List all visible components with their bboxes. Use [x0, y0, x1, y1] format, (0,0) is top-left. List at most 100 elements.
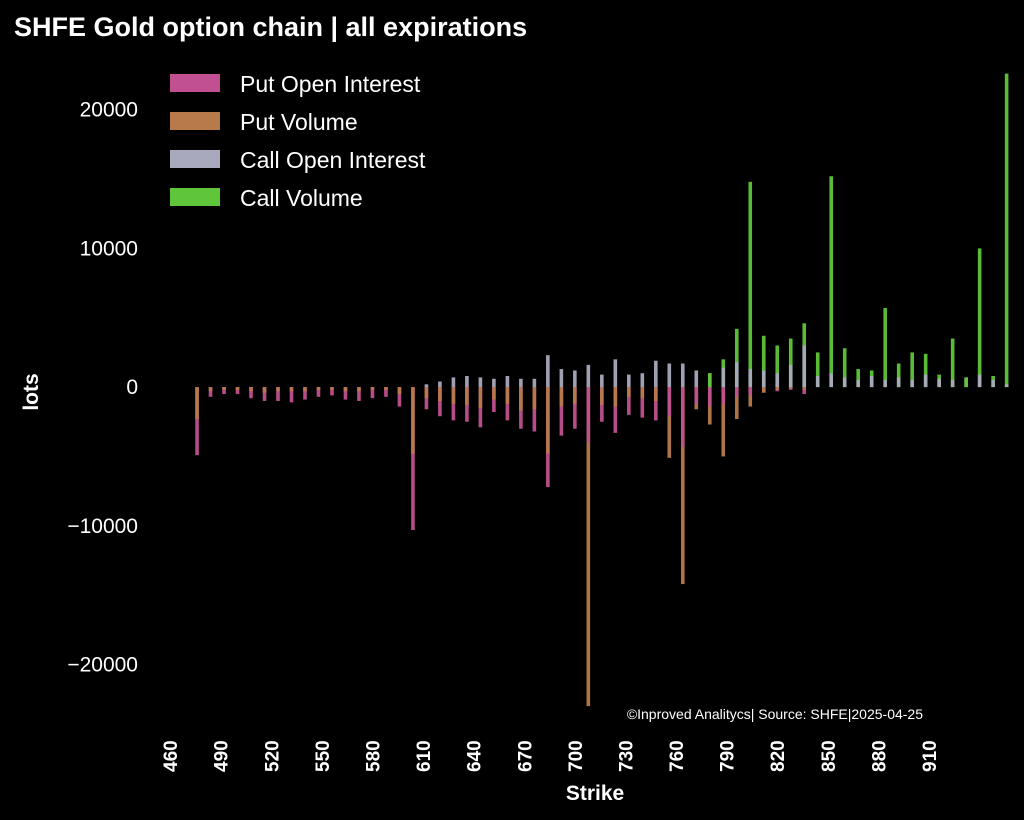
bar-put-oi-508	[249, 387, 253, 399]
bar-call-oi-804	[748, 369, 753, 388]
bar-put-volume-484	[208, 387, 213, 392]
bar-put-volume-524	[276, 387, 280, 392]
bar-call-volume-892	[896, 363, 901, 388]
y-tick-label: 10000	[80, 237, 138, 260]
bar-put-volume-612	[424, 387, 429, 399]
legend-label-call-volume: Call Volume	[240, 185, 363, 211]
bar-put-oi-580	[370, 387, 375, 399]
bar-put-volume-604	[411, 387, 415, 454]
bar-put-volume-540	[303, 387, 307, 392]
bar-call-oi-660	[505, 376, 510, 388]
bar-call-oi-700	[573, 370, 577, 388]
bar-put-oi-700	[573, 387, 577, 429]
bar-put-volume-636	[465, 387, 469, 406]
bar-put-volume-652	[492, 387, 496, 400]
bar-put-oi-788	[721, 387, 726, 404]
bar-put-volume-700	[573, 387, 577, 404]
bar-call-volume-820	[775, 345, 780, 388]
bar-call-volume-956	[1004, 73, 1009, 388]
bar-put-oi-500	[235, 387, 240, 395]
x-tick-label: 820	[768, 740, 789, 772]
bar-put-oi-604	[411, 387, 415, 530]
bar-call-volume-908	[923, 353, 928, 388]
bar-call-oi-652	[492, 378, 496, 388]
legend-swatch-put-volume	[170, 112, 220, 130]
bar-put-volume-684	[546, 387, 550, 454]
bar-put-volume-804	[748, 387, 753, 407]
bar-call-oi-756	[667, 363, 672, 388]
bar-put-oi-484	[208, 387, 213, 397]
bar-call-oi-868	[856, 380, 860, 388]
legend-label-put-volume: Put Volume	[240, 109, 358, 135]
legend-label-put-oi: Put Open Interest	[240, 71, 421, 97]
bar-put-oi-492	[222, 387, 226, 395]
x-tick-label: 550	[313, 740, 334, 772]
bar-call-oi-812	[761, 370, 766, 388]
bar-put-oi-708	[586, 387, 591, 443]
bar-call-volume-868	[856, 369, 860, 388]
x-tick-label: 700	[566, 740, 587, 772]
bar-put-oi-724	[613, 387, 618, 433]
bar-put-volume-692	[559, 387, 564, 407]
bar-put-oi-748	[654, 387, 658, 421]
bar-call-oi-916	[937, 378, 941, 388]
bar-put-volume-708	[586, 387, 591, 707]
bar-call-oi-692	[559, 369, 564, 388]
bar-call-oi-820	[775, 373, 780, 388]
bar-call-oi-892	[896, 377, 901, 388]
x-tick-label: 460	[161, 740, 182, 772]
bar-call-oi-772	[694, 370, 699, 388]
bar-call-volume-780	[707, 373, 712, 388]
y-axis-label: lots	[20, 373, 43, 410]
bar-call-oi-668	[519, 378, 523, 388]
bar-put-oi-516	[262, 387, 267, 401]
bar-call-oi-724	[613, 359, 618, 388]
bar-put-volume-764	[680, 387, 685, 585]
bar-put-oi-540	[303, 387, 307, 400]
x-tick-label: 490	[212, 740, 233, 772]
bar-put-oi-780	[707, 387, 712, 407]
x-axis-label: Strike	[566, 782, 624, 805]
bar-put-volume-716	[600, 387, 604, 406]
legend-swatch-put-oi	[170, 74, 220, 92]
bar-call-oi-612	[424, 384, 429, 388]
bar-put-volume-556	[330, 387, 334, 390]
bar-put-volume-564	[343, 387, 348, 392]
bar-call-oi-636	[465, 376, 469, 388]
bar-call-volume-924	[950, 338, 955, 388]
source-annotation: ©Inproved Analitycs| Source: SHFE|2025-0…	[627, 706, 923, 722]
bar-put-oi-532	[289, 387, 294, 403]
x-tick-label: 730	[616, 740, 637, 772]
bar-put-volume-740	[640, 387, 645, 399]
bar-call-oi-860	[842, 377, 847, 388]
bar-put-oi-564	[343, 387, 348, 400]
y-tick-label: 20000	[80, 99, 138, 122]
legend-label-call-oi: Call Open Interest	[240, 147, 426, 173]
bar-put-oi-732	[627, 387, 631, 415]
bar-put-oi-796	[734, 387, 739, 397]
bar-put-volume-500	[235, 387, 240, 390]
bar-put-oi-620	[438, 387, 442, 417]
bar-call-oi-940	[977, 374, 982, 388]
bar-call-volume-828	[788, 338, 793, 388]
bar-call-volume-844	[815, 352, 820, 388]
x-tick-label: 640	[465, 740, 486, 772]
x-tick-label: 520	[262, 740, 283, 772]
bar-call-volume-940	[977, 248, 982, 388]
bar-put-oi-804	[748, 387, 753, 396]
bar-put-volume-588	[384, 387, 388, 390]
bar-call-oi-796	[734, 362, 739, 388]
bar-call-volume-860	[842, 348, 847, 388]
bar-put-volume-476	[195, 387, 199, 419]
bar-put-volume-820	[775, 387, 780, 390]
bar-put-volume-628	[451, 387, 456, 404]
bar-put-oi-692	[559, 387, 564, 436]
bar-put-volume-516	[262, 387, 267, 393]
bar-put-volume-660	[505, 387, 510, 404]
x-tick-label: 790	[718, 740, 739, 772]
bar-put-oi-676	[532, 387, 537, 432]
bar-put-volume-724	[613, 387, 618, 407]
bar-call-volume-812	[761, 335, 766, 388]
bar-put-volume-756	[667, 387, 672, 458]
y-tick-label: −10000	[67, 515, 138, 538]
